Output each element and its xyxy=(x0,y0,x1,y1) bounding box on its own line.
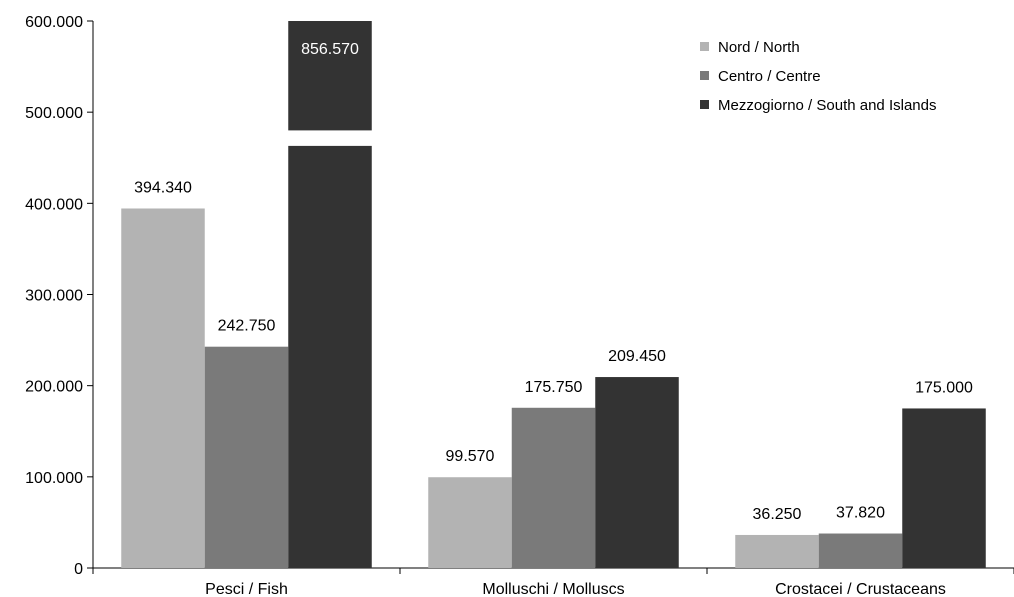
bars-group xyxy=(121,21,986,569)
data-label: 394.340 xyxy=(134,179,192,196)
bar-lower-segment xyxy=(288,145,372,569)
legend: Nord / North Centro / Centre Mezzogiorno /… xyxy=(700,39,936,114)
bar xyxy=(595,377,679,568)
bar xyxy=(735,534,819,568)
x-tick-label: Pesci / Fish xyxy=(205,581,288,597)
bar xyxy=(511,407,596,568)
bar-upper-segment xyxy=(288,21,372,131)
legend-swatch xyxy=(700,100,709,109)
legend-label: Mezzogiorno / South and Islands xyxy=(718,97,936,114)
legend-item: Centro / Centre xyxy=(700,68,821,85)
x-tick-label: Crostacei / Crustaceans xyxy=(775,581,946,597)
y-tick-label: 100.000 xyxy=(25,470,83,487)
y-tick-label: 500.000 xyxy=(25,105,83,122)
bar xyxy=(121,208,205,569)
data-label: 37.820 xyxy=(836,505,885,522)
legend-swatch xyxy=(700,71,709,80)
data-label: 209.450 xyxy=(608,348,666,365)
y-tick-label: 200.000 xyxy=(25,379,83,396)
data-label: 36.250 xyxy=(753,506,802,523)
bar xyxy=(204,346,289,568)
data-label: 242.750 xyxy=(218,318,276,335)
legend-label: Centro / Centre xyxy=(718,68,821,85)
data-label: 175.750 xyxy=(525,379,583,396)
data-label: 175.000 xyxy=(915,379,973,396)
x-axis: Pesci / Fish Molluschi / Molluscs Crostace… xyxy=(92,567,1014,597)
y-axis: 0 100.000 200.000 300.000 400.000 500.000 600.… xyxy=(25,14,94,578)
legend-label: Nord / North xyxy=(718,39,800,56)
data-label: 856.570 xyxy=(301,41,359,58)
y-tick-label: 300.000 xyxy=(25,288,83,305)
legend-swatch xyxy=(700,42,709,51)
data-label: 99.570 xyxy=(446,448,495,465)
bar xyxy=(902,408,986,568)
y-tick-label: 600.000 xyxy=(25,14,83,31)
x-tick-label: Molluschi / Molluscs xyxy=(482,581,624,597)
data-labels-group: 394.340 242.750 856.570 99.570 175.750 209.45… xyxy=(134,41,973,523)
bar xyxy=(818,533,903,568)
y-tick-label: 400.000 xyxy=(25,196,83,213)
y-tick-label: 0 xyxy=(74,561,83,578)
legend-item: Mezzogiorno / South and Islands xyxy=(700,97,936,114)
legend-item: Nord / North xyxy=(700,39,800,56)
bar xyxy=(428,477,512,568)
